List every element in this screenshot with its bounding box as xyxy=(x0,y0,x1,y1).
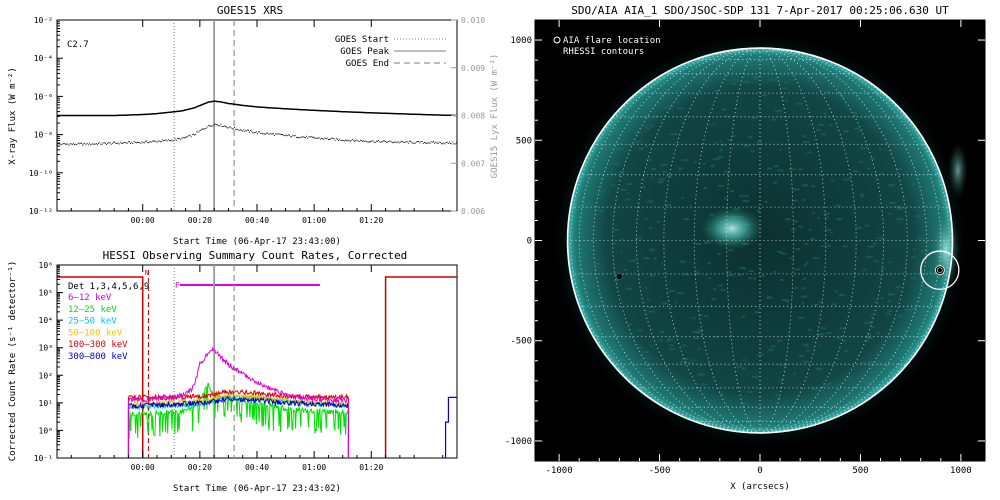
hessi-ytick-label: 10⁰ xyxy=(39,426,53,435)
goes-xtick-label: 01:00 xyxy=(302,216,326,225)
hessi-night-label: N xyxy=(145,269,149,277)
goes-title: GOES15 XRS xyxy=(217,4,283,17)
goes-legend-peak: GOES Peak xyxy=(340,47,389,57)
aia-xtick-label: 0 xyxy=(757,466,762,476)
aia-legend-circle-icon xyxy=(553,36,561,44)
hessi-xtick-label: 00:20 xyxy=(188,463,212,472)
hessi-f-label: F xyxy=(175,281,180,290)
hessi-xtick-label: 01:00 xyxy=(302,463,326,472)
hessi-ytick-label: 10³ xyxy=(39,344,53,353)
aia-flare-location-circle xyxy=(920,250,960,290)
goes-xtick-label: 00:20 xyxy=(188,216,212,225)
aia-ytick-label: -1000 xyxy=(505,437,532,447)
goes-xtick-label: 00:40 xyxy=(245,216,269,225)
aia-xtick-label: 1000 xyxy=(950,466,972,476)
aia-legend-rhessi: RHESSI contours xyxy=(563,47,644,57)
goes-annotation: C2.7 xyxy=(67,40,89,50)
hessi-series-line xyxy=(127,346,349,404)
hessi-day-flag xyxy=(384,276,457,458)
aia-xtick-label: -500 xyxy=(649,466,671,476)
hessi-legend-title: Det 1,3,4,5,6,9 xyxy=(68,282,149,292)
hessi-ytick-label: 10⁴ xyxy=(39,316,53,325)
hessi-series-line xyxy=(127,382,349,439)
aia-title: SDO/AIA AIA_1 SDO/JSOC-SDP 131 7-Apr-201… xyxy=(571,4,949,17)
hessi-ytick-label: 10⁶ xyxy=(39,261,53,270)
goes-series-long xyxy=(57,100,457,117)
hessi-title: HESSI Observing Summary Count Rates, Cor… xyxy=(103,249,408,262)
hessi-xtick-label: 00:00 xyxy=(131,463,155,472)
goes-ytick-label: 10⁻⁴ xyxy=(34,54,53,63)
goes-xlabel: Start Time (06-Apr-17 23:43:00) xyxy=(173,237,341,247)
aia-rhessi-contour xyxy=(936,267,943,273)
hessi-series-line xyxy=(127,395,349,410)
goes-xtick-label: 00:00 xyxy=(131,216,155,225)
aia-limb-loop xyxy=(947,142,968,199)
aia-image-area xyxy=(535,20,985,461)
aia-active-region xyxy=(699,206,764,251)
goes-ytick-right-label: 0.010 xyxy=(461,16,485,25)
hessi-legend-entry: 100–300 keV xyxy=(68,340,128,350)
hessi-xtick-label: 01:20 xyxy=(359,463,383,472)
goes-series-short xyxy=(57,123,457,146)
aia-rhessi-contour xyxy=(934,265,945,276)
hessi-trailing-data xyxy=(444,396,457,458)
aia-limb-brightening xyxy=(931,210,960,291)
hessi-xlabel: Start Time (06-Apr-17 23:43:02) xyxy=(173,484,341,494)
aia-ytick-label: 1000 xyxy=(510,36,532,46)
hessi-ytick-label: 10¹ xyxy=(39,399,53,408)
hessi-ytick-label: 10² xyxy=(39,371,53,380)
aia-xtick-label: 500 xyxy=(852,466,868,476)
hessi-ytick-label: 10⁻¹ xyxy=(34,454,53,463)
goes-legend: GOES Start GOES Peak GOES End xyxy=(335,35,446,69)
aia-limb xyxy=(566,47,954,434)
goes-ytick-right-label: 0.007 xyxy=(461,159,485,168)
aia-ytick-label: 0 xyxy=(527,237,532,247)
aia-ytick-label: -500 xyxy=(510,337,532,347)
hessi-ylabel: Corrected Count Rate (s⁻¹ detector⁻¹) xyxy=(8,261,18,461)
aia-xtick-label: -1000 xyxy=(546,466,573,476)
goes-ytick-right-label: 0.009 xyxy=(461,64,485,73)
goes-ytick-right-label: 0.008 xyxy=(461,112,485,121)
aia-panel: SDO/AIA AIA_1 SDO/JSOC-SDP 131 7-Apr-201… xyxy=(505,4,986,492)
goes-legend-start: GOES Start xyxy=(335,35,389,45)
hessi-ytick-label: 10⁵ xyxy=(39,289,53,298)
hessi-panel: HESSI Observing Summary Count Rates, Cor… xyxy=(8,249,458,494)
aia-ytick-label: 500 xyxy=(516,136,532,146)
goes-legend-end: GOES End xyxy=(346,59,389,69)
aia-graticule xyxy=(567,47,953,434)
goes-panel: GOES15 XRS C2.7 GOES Start GOES Peak GOE… xyxy=(8,4,500,247)
goes-ytick-right-label: 0.006 xyxy=(461,207,485,216)
hessi-legend-entry: 50–100 keV xyxy=(68,328,123,338)
goes-ytick-label: 10⁻⁶ xyxy=(34,92,53,101)
hessi-legend-entry: 300–800 keV xyxy=(68,352,128,362)
goes-ytick-label: 10⁻² xyxy=(34,16,53,25)
hessi-legend-entry: 25–50 keV xyxy=(68,317,117,327)
hessi-legend: Det 1,3,4,5,6,9 6–12 keV 12–25 keV 25–50 k… xyxy=(68,282,149,362)
goes-plot-area: C2.7 GOES Start GOES Peak GOES End xyxy=(56,19,458,212)
hessi-legend-entry: 12–25 keV xyxy=(68,305,117,315)
goes-xtick-label: 01:20 xyxy=(359,216,383,225)
goes-ylabel: X-ray Flux (W m⁻²) xyxy=(8,67,18,165)
goes-ytick-label: 10⁻¹⁰ xyxy=(29,169,53,178)
aia-dark-spot xyxy=(616,273,623,280)
goes-ylabel-right: GOES15 Lyx Flux (W m⁻²) xyxy=(490,54,500,179)
hessi-xtick-label: 00:40 xyxy=(245,463,269,472)
aia-legend-flare: AIA flare location xyxy=(563,36,661,46)
aia-xlabel: X (arcsecs) xyxy=(730,482,790,492)
aia-legend: AIA flare location RHESSI contours xyxy=(553,36,661,57)
goes-ytick-label: 10⁻⁸ xyxy=(34,131,53,140)
aia-disk-texture xyxy=(587,59,942,421)
goes-ytick-label: 10⁻¹² xyxy=(29,207,53,216)
hessi-legend-entry: 6–12 keV xyxy=(68,293,112,303)
